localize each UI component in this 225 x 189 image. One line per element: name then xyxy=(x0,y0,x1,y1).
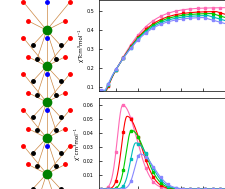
Y-axis label: χ’Tcm³mol⁻¹: χ’Tcm³mol⁻¹ xyxy=(77,29,83,62)
Y-axis label: χ’’cm³mol⁻¹: χ’’cm³mol⁻¹ xyxy=(74,127,80,160)
